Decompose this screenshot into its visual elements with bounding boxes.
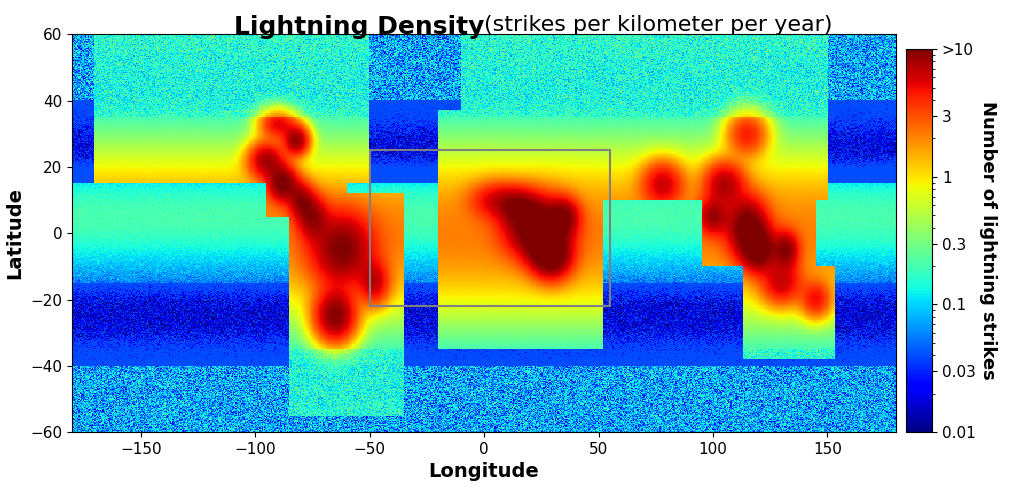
Y-axis label: Number of lightning strikes: Number of lightning strikes	[978, 101, 997, 380]
Text: Lightning Density: Lightning Density	[234, 15, 484, 39]
X-axis label: Longitude: Longitude	[428, 463, 540, 481]
Bar	[370, 150, 610, 306]
Text: (strikes per kilometer per year): (strikes per kilometer per year)	[484, 15, 832, 35]
Y-axis label: Latitude: Latitude	[6, 187, 25, 279]
